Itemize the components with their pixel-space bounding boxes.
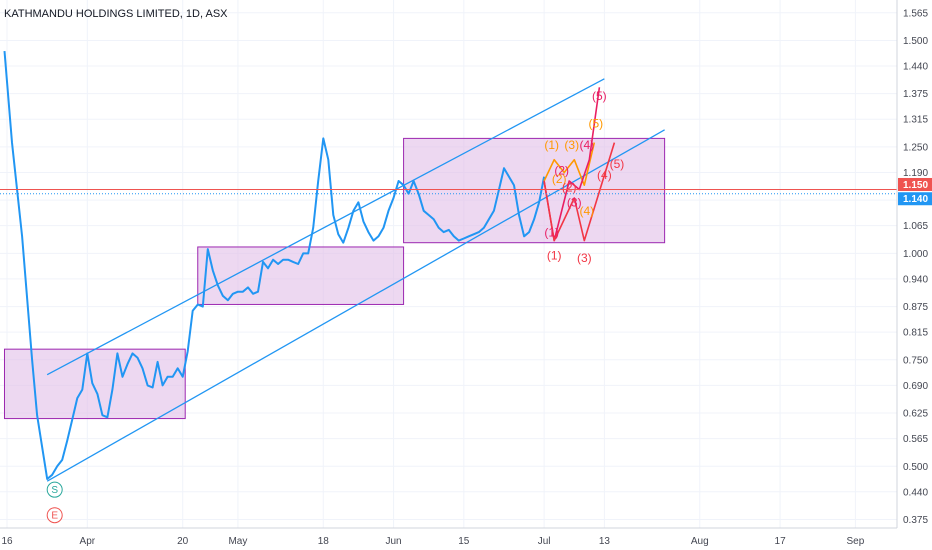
event-marker-label-0: S (51, 485, 58, 496)
x-tick-label-6: 15 (458, 536, 470, 547)
event-marker-0 (46, 481, 63, 498)
channel-upper-line (46, 78, 605, 376)
wave-label-2: (2) (552, 172, 567, 186)
y-tick-label-0: 0.375 (903, 515, 928, 526)
y-tick-label-14: 1.250 (903, 142, 928, 153)
event-marker-label-1: E (51, 511, 58, 522)
x-tick-label-7: Jul (538, 536, 551, 547)
wave-label-11: (2) (562, 181, 577, 195)
y-tick-label-9: 0.940 (903, 274, 928, 285)
y-tick-label-11: 1.065 (903, 221, 928, 232)
price-line-0 (3, 51, 546, 480)
x-tick-label-2: 20 (177, 536, 189, 547)
wave-label-3: (4) (579, 204, 594, 218)
price-series (3, 51, 546, 480)
chart-title: KATHMANDU HOLDINGS LIMITED, 1D, ASX (4, 8, 228, 20)
x-tick-label-3: May (228, 536, 247, 547)
wave-label-4: (5) (589, 117, 604, 131)
wave-label-7: (3) (567, 196, 582, 210)
price-badge-label-0: 1.150 (903, 180, 928, 191)
event-markers: SE (46, 481, 63, 524)
x-tick-label-8: 13 (599, 536, 611, 547)
x-tick-label-4: 18 (318, 536, 330, 547)
y-tick-label-7: 0.815 (903, 328, 928, 339)
y-tick-label-3: 0.565 (903, 434, 928, 445)
y-tick-label-19: 1.565 (903, 8, 928, 19)
y-tick-label-8: 0.875 (903, 302, 928, 313)
price-badges: 1.150 1.140 (898, 177, 932, 206)
event-marker-1 (46, 507, 63, 524)
wave-label-6: (2) (554, 164, 569, 178)
price-lines (0, 188, 897, 195)
channel-lower-line (46, 129, 665, 482)
y-tick-label-2: 0.500 (903, 462, 928, 473)
wave-projections (543, 87, 616, 242)
wave-label-0: (1) (544, 138, 559, 152)
x-axis-ticks: 16 Apr 20 May 18 Jun 15 Jul 13 Aug 17 Sep (1, 536, 864, 547)
wave-label-12: (3) (577, 251, 592, 265)
y-tick-label-4: 0.625 (903, 409, 928, 420)
wave-label-1: (3) (564, 138, 579, 152)
price-badge-1 (898, 192, 932, 206)
wave-path-0 (543, 142, 596, 186)
wave-label-5: (1) (544, 225, 559, 239)
y-tick-label-6: 0.750 (903, 355, 928, 366)
time-axis[interactable] (0, 528, 932, 550)
x-tick-label-0: 16 (1, 536, 13, 547)
trend-channel (46, 78, 665, 482)
y-axis-ticks: 0.375 0.440 0.500 0.565 0.625 0.690 0.750 0.815… (903, 8, 928, 526)
wave-label-14: (5) (610, 157, 625, 171)
y-tick-label-1: 0.440 (903, 487, 928, 498)
y-tick-label-13: 1.190 (903, 168, 928, 179)
y-tick-label-5: 0.690 (903, 381, 928, 392)
price-axis[interactable] (897, 0, 932, 528)
wave-label-10: (1) (547, 249, 562, 263)
wave-label-9: (5) (592, 89, 607, 103)
x-tick-label-11: Sep (846, 536, 864, 547)
x-tick-label-1: Apr (80, 536, 96, 547)
wave-label-8: (4) (579, 138, 594, 152)
x-tick-label-9: Aug (691, 536, 709, 547)
y-tick-label-17: 1.440 (903, 62, 928, 73)
price-badge-0 (898, 177, 932, 191)
consolidation-box-2 (403, 137, 666, 244)
wave-labels: (1) (3)(2)(4)(5)(1)(2)(3)(4)(5)(1)(2)(3)(… (544, 89, 624, 265)
y-tick-label-18: 1.500 (903, 36, 928, 47)
wave-label-13: (4) (597, 168, 612, 182)
y-tick-label-15: 1.315 (903, 115, 928, 126)
x-tick-label-5: Jun (385, 536, 401, 547)
y-tick-label-10: 1.000 (903, 249, 928, 260)
wave-path-2 (543, 142, 616, 242)
x-tick-label-10: 17 (775, 536, 787, 547)
price-badge-label-1: 1.140 (903, 194, 928, 205)
y-tick-label-16: 1.375 (903, 89, 928, 100)
